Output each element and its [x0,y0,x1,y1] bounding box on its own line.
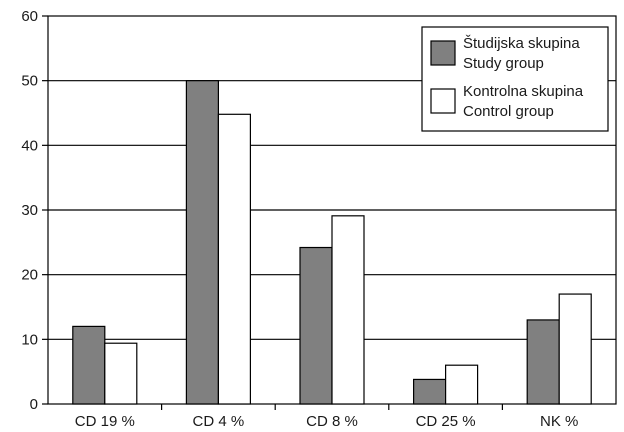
legend-swatch [430,88,456,114]
y-tick-label: 10 [21,331,38,348]
bar [217,113,251,405]
x-tick-label: CD 25 % [416,413,476,430]
bar [185,80,219,405]
bar [104,342,138,405]
legend-label: Študijska skupina [463,35,580,52]
y-tick-label: 0 [30,396,38,413]
legend: Študijska skupina Study group Kontrolna sk… [421,26,609,132]
x-tick-label: CD 19 % [75,413,135,430]
y-tick-label: 40 [21,137,38,154]
bar [558,293,592,405]
y-tick-label: 50 [21,73,38,90]
bar [299,246,333,405]
x-tick-label: CD 4 % [193,413,245,430]
bar [413,378,447,405]
y-axis: 0 10 20 30 40 50 60 [21,8,48,413]
y-tick-label: 60 [21,8,38,25]
y-tick-label: 20 [21,267,38,284]
bar [526,319,560,405]
x-tick-label: CD 8 % [306,413,358,430]
y-tick-label: 30 [21,202,38,219]
legend-swatch [430,40,456,66]
bar [445,364,479,405]
bar [331,215,365,405]
x-axis: CD 19 % CD 4 % CD 8 % CD 25 % NK % [75,404,578,430]
bars [72,80,592,405]
legend-label: Kontrolna skupina [463,83,584,100]
bar [72,325,106,405]
legend-label: Control group [463,103,554,120]
x-tick-label: NK % [540,413,578,430]
legend-label: Study group [463,55,544,72]
